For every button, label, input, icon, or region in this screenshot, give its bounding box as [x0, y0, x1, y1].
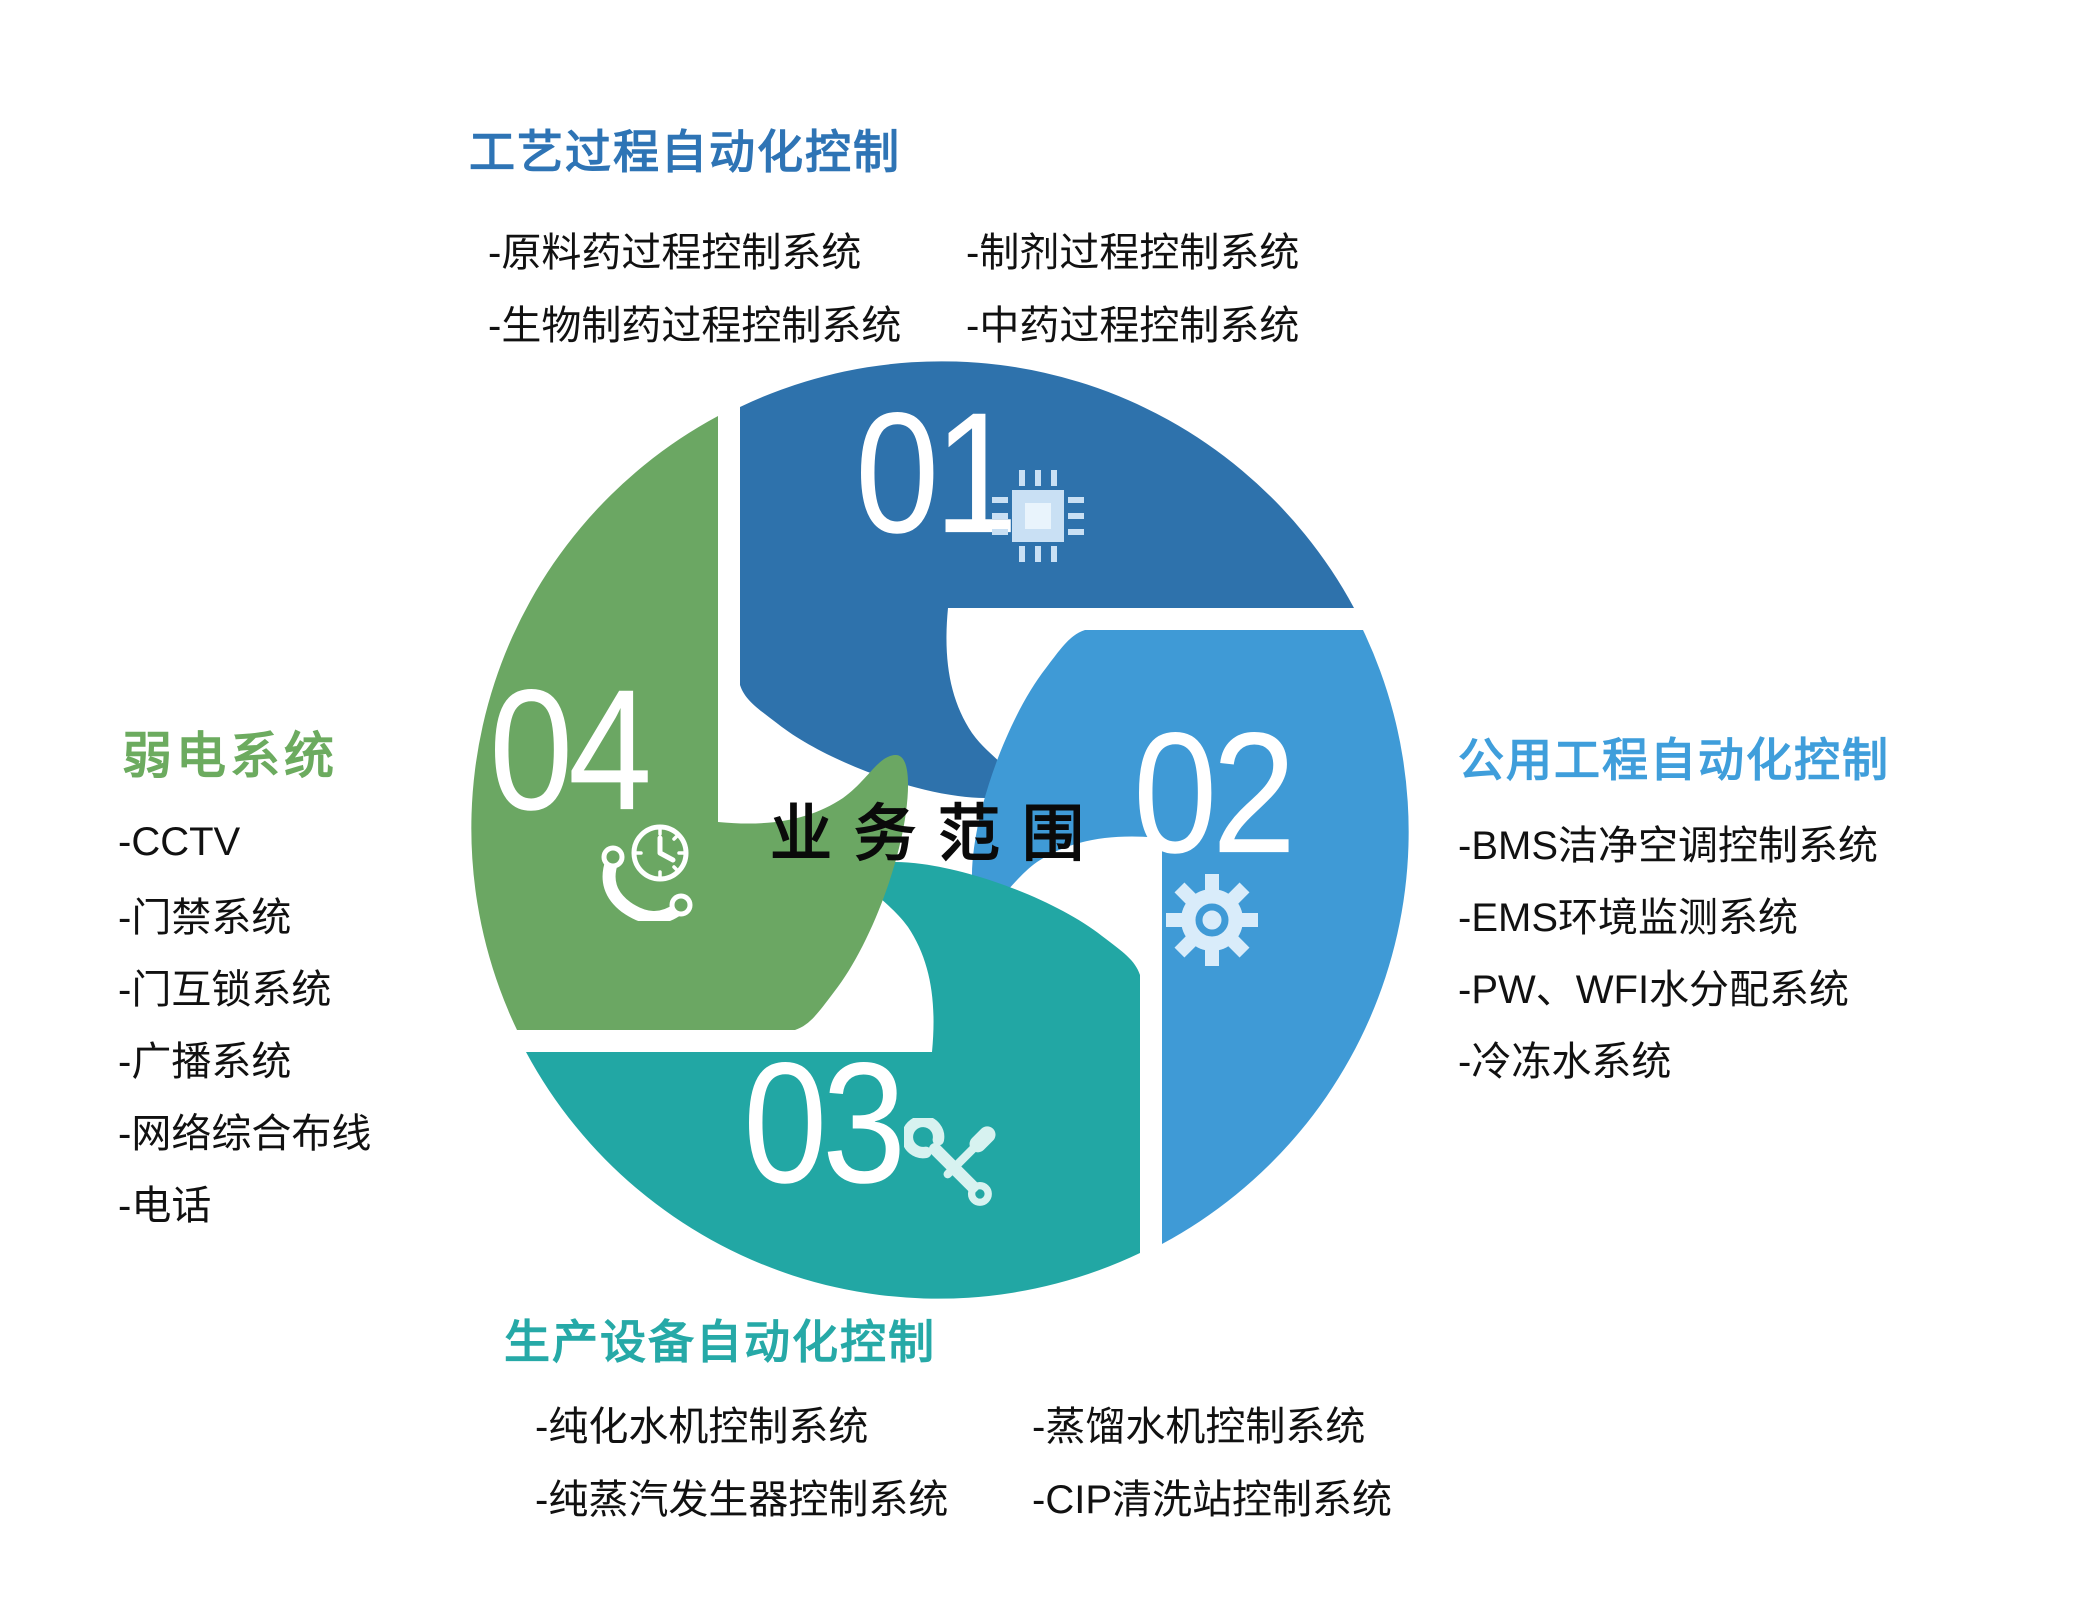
list-item: -广播系统: [118, 1040, 292, 1084]
gear-icon: [1166, 874, 1258, 966]
tools-icon: [904, 1118, 996, 1206]
segment-number-04: 04: [489, 654, 652, 847]
segment-number-03: 03: [743, 1027, 906, 1220]
phone-clock-icon: [601, 824, 693, 921]
list-item: -PW、WFI水分配系统: [1458, 968, 1850, 1012]
list-item: -EMS环境监测系统: [1458, 896, 1798, 940]
list-item: -纯蒸汽发生器控制系统: [535, 1477, 949, 1522]
section-items-low-voltage-systems: -CCTV -门禁系统 -门互锁系统 -广播系统 -网络综合布线 -电话: [118, 806, 371, 1238]
list-item: -生物制药过程控制系统: [488, 303, 902, 348]
segment-number-01: 01: [855, 377, 1018, 570]
list-item: -CCTV: [118, 819, 241, 864]
list-item: -蒸馏水机控制系统: [1032, 1404, 1366, 1449]
list-item: -制剂过程控制系统: [966, 230, 1300, 275]
list-item: -门禁系统: [118, 896, 292, 940]
segment-number-02: 02: [1133, 697, 1296, 890]
list-item: -网络综合布线: [118, 1112, 372, 1156]
chip-icon: [992, 470, 1084, 562]
section-title-equipment-automation: 生产设备自动化控制: [504, 1316, 936, 1368]
section-title-low-voltage-systems: 弱电系统: [122, 728, 338, 784]
list-item: -原料药过程控制系统: [488, 230, 862, 275]
list-item: -纯化水机控制系统: [535, 1404, 869, 1449]
list-item: -CIP清洗站控制系统: [1032, 1477, 1392, 1522]
section-items-utility-automation: -BMS洁净空调控制系统 -EMS环境监测系统 -PW、WFI水分配系统 -冷冻…: [1458, 806, 1878, 1094]
list-item: -冷冻水系统: [1458, 1040, 1672, 1084]
section-items-process-automation: -原料药过程控制系统 -制剂过程控制系统 -生物制药过程控制系统 -中药过程控制…: [488, 212, 1299, 358]
list-item: -电话: [118, 1184, 212, 1228]
list-item: -BMS洁净空调控制系统: [1458, 824, 1878, 868]
list-item: -中药过程控制系统: [966, 303, 1300, 348]
center-title: 业务范围: [769, 800, 1107, 869]
section-title-utility-automation: 公用工程自动化控制: [1458, 734, 1890, 786]
list-item: -门互锁系统: [118, 968, 332, 1012]
section-items-equipment-automation: -纯化水机控制系统 -蒸馏水机控制系统 -纯蒸汽发生器控制系统 -CIP清洗站控…: [535, 1386, 1392, 1532]
section-title-process-automation: 工艺过程自动化控制: [469, 126, 901, 178]
